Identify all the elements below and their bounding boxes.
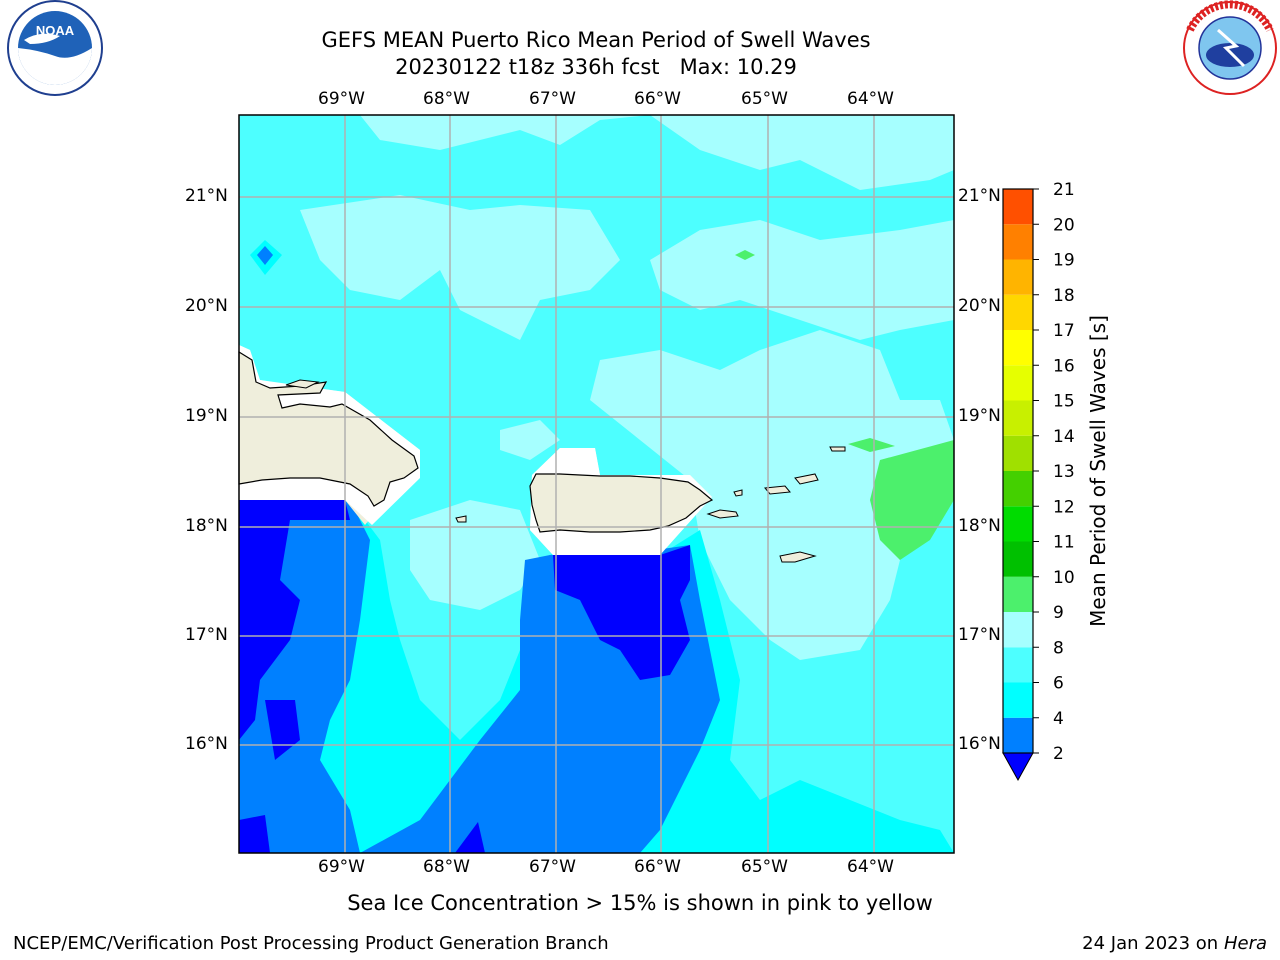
longitude-label-top: 65°W (741, 89, 788, 109)
colorbar-tick-label: 18 (1053, 286, 1075, 306)
colorbar-tick-label: 17 (1053, 321, 1075, 341)
footer-machine: Hera (1223, 933, 1267, 954)
vieques-island (706, 509, 739, 519)
colorbar-segment (1003, 435, 1033, 471)
colorbar-tick-label: 8 (1053, 638, 1064, 658)
latitude-label-left: 20°N (185, 296, 228, 316)
footer-date: 24 Jan 2023 on Hera (1082, 933, 1267, 954)
longitude-label-top: 64°W (847, 89, 894, 109)
colorbar-tick-label: 2 (1053, 744, 1064, 764)
band-lt2 (239, 815, 270, 853)
colorbar-segment (1003, 471, 1033, 507)
longitude-label-bottom: 67°W (529, 857, 576, 877)
colorbar-tick-label: 6 (1053, 674, 1064, 694)
colorbar-segment (1003, 576, 1033, 612)
map-frame (238, 114, 955, 854)
colorbar-tick-label: 16 (1053, 356, 1075, 376)
colorbar-segment (1003, 224, 1033, 260)
anegada-island (829, 446, 846, 452)
sea-ice-caption: Sea Ice Concentration > 15% is shown in … (347, 891, 933, 915)
svg-text:NOAA: NOAA (36, 23, 75, 38)
footer-date-text: 24 Jan 2023 on (1082, 933, 1224, 954)
colorbar-segment (1003, 400, 1033, 436)
noaa-logo: NOAA (7, 0, 103, 96)
colorbar-segment (1003, 365, 1033, 401)
band-lt2 (239, 500, 350, 740)
colorbar: 2 4 6 8 9 10 11 12 13 14 15 16 17 18 19 20 21 (1002, 180, 1075, 782)
colorbar-tick-label: 4 (1053, 709, 1064, 729)
puerto-rico-coast (529, 473, 714, 533)
colorbar-tick-label: 9 (1053, 603, 1064, 623)
colorbar-segment (1003, 330, 1033, 366)
longitude-label-top: 67°W (529, 89, 576, 109)
latitude-label-right: 16°N (958, 734, 1001, 754)
colorbar-tick-label: 20 (1053, 215, 1075, 235)
colorbar-tick-label: 11 (1053, 533, 1075, 553)
colorbar-segment (1003, 189, 1033, 225)
longitude-label-bottom: 68°W (423, 857, 470, 877)
colorbar-segment (1003, 612, 1033, 648)
latitude-label-right: 18°N (958, 516, 1001, 536)
colorbar-label: Mean Period of Swell Waves [s] (1086, 315, 1110, 627)
nws-logo (1183, 0, 1277, 95)
colorbar-tick-label: 19 (1053, 251, 1075, 271)
footer-branch: NCEP/EMC/Verification Post Processing Pr… (13, 933, 609, 954)
longitude-label-bottom: 64°W (847, 857, 894, 877)
band-8-9 (590, 330, 954, 660)
latitude-label-left: 19°N (185, 406, 228, 426)
band-9-10 (870, 440, 954, 560)
colorbar-segment (1003, 647, 1033, 683)
latitude-label-right: 17°N (958, 625, 1001, 645)
mona-island (455, 515, 467, 523)
st-croix-island (779, 551, 817, 563)
longitude-label-top: 66°W (634, 89, 681, 109)
band-lt2 (553, 545, 690, 680)
latitude-label-left: 17°N (185, 625, 228, 645)
band-8-9 (300, 195, 620, 340)
colorbar-tick-label: 14 (1053, 427, 1075, 447)
longitude-label-top: 68°W (423, 89, 470, 109)
tortuga-island (285, 379, 320, 389)
longitude-label-bottom: 66°W (634, 857, 681, 877)
latitude-label-right: 19°N (958, 406, 1001, 426)
band-lt2 (455, 822, 485, 853)
colorbar-segment (1003, 541, 1033, 577)
colorbar-segment (1003, 259, 1033, 295)
latitude-label-left: 16°N (185, 734, 228, 754)
colorbar-tick-label: 21 (1053, 180, 1075, 200)
longitude-label-bottom: 69°W (318, 857, 365, 877)
latitude-label-right: 21°N (958, 186, 1001, 206)
culebra-island (733, 489, 743, 497)
longitude-label-bottom: 65°W (741, 857, 788, 877)
st-john-island (794, 473, 819, 485)
latitude-label-left: 21°N (185, 186, 228, 206)
latitude-label-right: 20°N (958, 296, 1001, 316)
band-8-9 (239, 115, 954, 190)
colorbar-tick-label: 10 (1053, 568, 1075, 588)
title-line-2: 20230122 t18z 336h fcst Max: 10.29 (395, 55, 797, 79)
band-8-9 (650, 220, 954, 340)
colorbar-segment (1003, 717, 1033, 753)
colorbar-segment (1003, 682, 1033, 718)
colorbar-under-arrow (1002, 752, 1034, 782)
colorbar-segment (1003, 506, 1033, 542)
colorbar-segment (1003, 294, 1033, 330)
latitude-label-left: 18°N (185, 516, 228, 536)
colorbar-tick-label: 13 (1053, 462, 1075, 482)
band-9-10 (735, 250, 755, 260)
map-panel (238, 114, 955, 854)
colorbar-tick-label: 15 (1053, 392, 1075, 412)
title-line-1: GEFS MEAN Puerto Rico Mean Period of Swe… (321, 28, 871, 52)
band-2-4 (257, 246, 273, 265)
band-9-10 (848, 438, 895, 452)
colorbar-tick-label: 12 (1053, 497, 1075, 517)
band-8-9 (500, 420, 560, 460)
longitude-label-top: 69°W (318, 89, 365, 109)
